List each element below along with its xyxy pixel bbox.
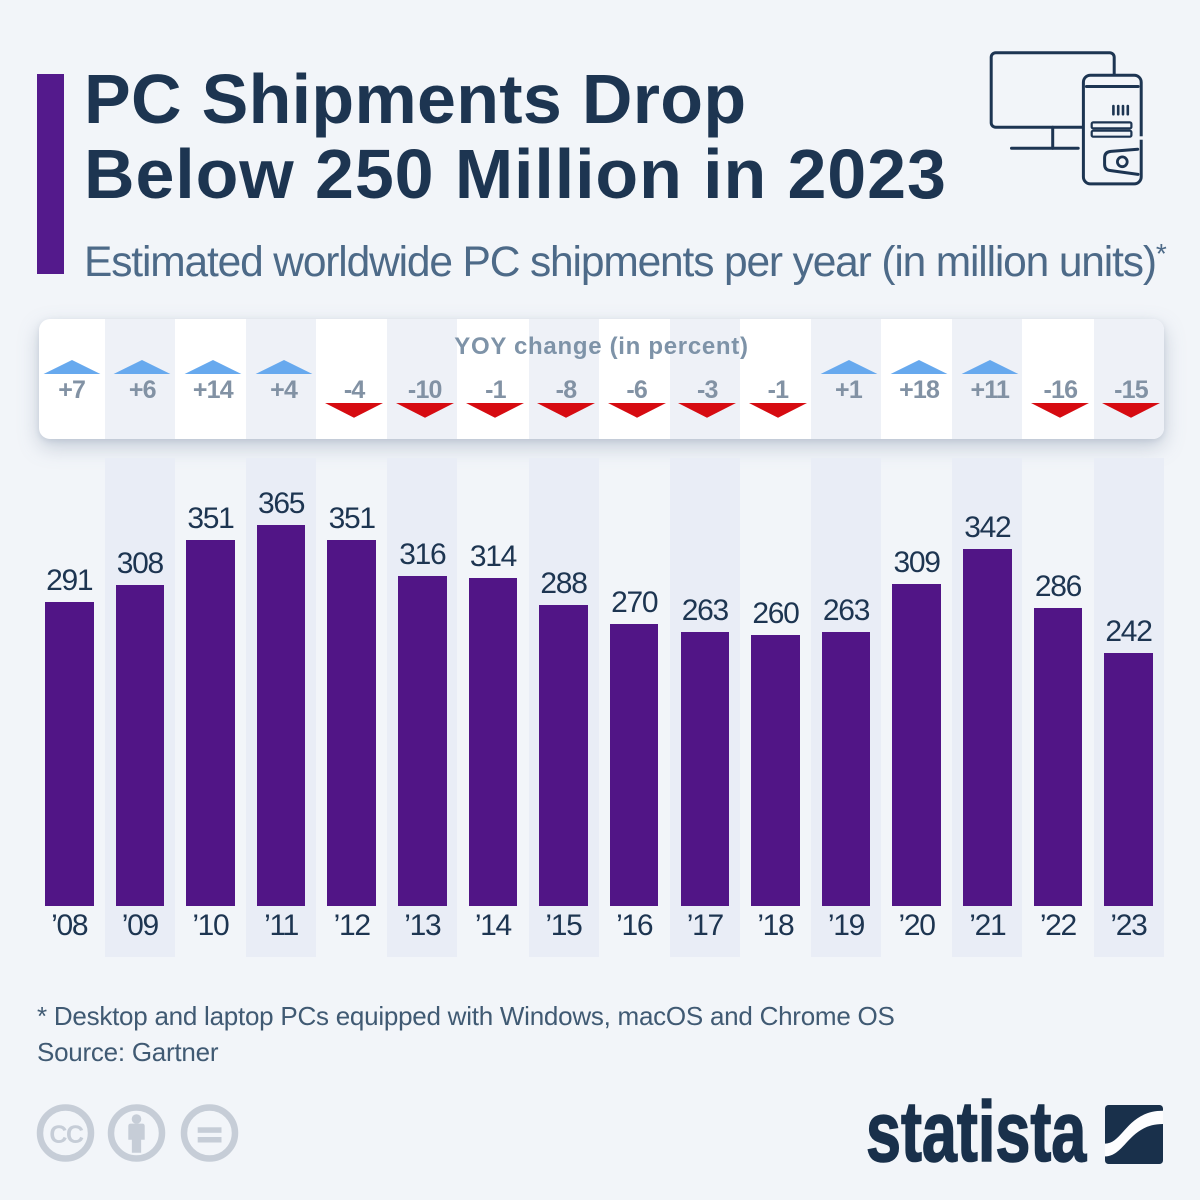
svg-text:CC: CC [49,1121,84,1149]
